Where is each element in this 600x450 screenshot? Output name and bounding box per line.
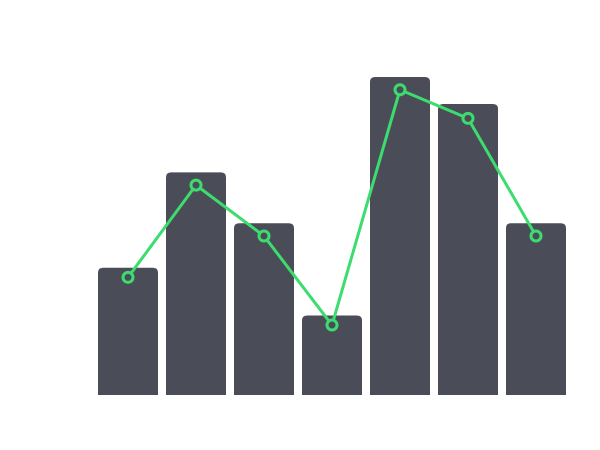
point [121, 270, 135, 284]
bar [234, 223, 294, 395]
bar [302, 315, 362, 395]
bar [370, 77, 430, 395]
bar [506, 223, 566, 395]
point [529, 229, 543, 243]
bar [166, 172, 226, 395]
bar [438, 104, 498, 395]
point [325, 318, 339, 332]
bar [98, 267, 158, 395]
point [393, 83, 407, 97]
point [461, 111, 475, 125]
point [257, 229, 271, 243]
point [189, 178, 203, 192]
